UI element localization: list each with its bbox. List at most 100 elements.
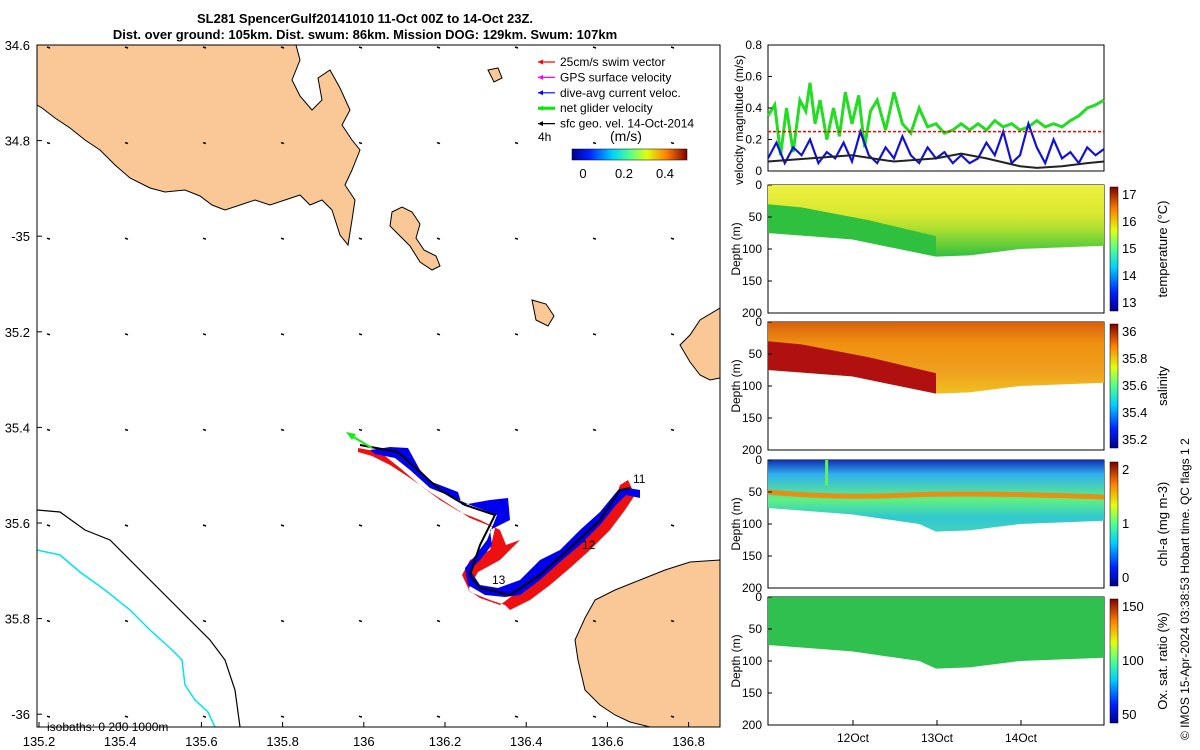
legend-label: sfc geo. vel. 14-Oct-2014 [560, 117, 694, 131]
colorbar-tick-label: 17 [1122, 187, 1136, 202]
legend-label: dive-avg current veloc. [560, 86, 681, 100]
sfc-vel-arrow [592, 237, 597, 240]
sfc-vel-arrow [514, 333, 519, 336]
section-colorbar [1109, 323, 1119, 449]
sfc-vel-arrow [280, 428, 285, 432]
land-yorke-peninsula [37, 45, 361, 247]
sfc-vel-arrow [592, 715, 597, 718]
isobath-200 [37, 509, 241, 727]
colorbar-label: salinity [1155, 366, 1170, 406]
sfc-vel-arrow [202, 46, 207, 49]
sfc-vel-arrow [358, 715, 363, 718]
sfc-vel-arrow [280, 715, 285, 718]
sfc-vel-arrow [124, 141, 129, 145]
sfc-vel-arrow [670, 524, 675, 527]
depth-tick-label: 150 [742, 274, 762, 288]
colorbar-tick-label: 36 [1122, 324, 1136, 339]
sfc-vel-arrow [358, 141, 363, 145]
lon-tick-label: 136.8 [672, 734, 705, 749]
sfc-vel-arrow [358, 46, 363, 49]
sfc-vel-arrow [124, 237, 129, 240]
lon-tick-label: 135.4 [104, 734, 137, 749]
sfc-vel-arrow [670, 428, 675, 432]
lat-tick-label: 34.8 [5, 134, 30, 149]
legend-arrowhead [538, 74, 543, 80]
depth-tick-label: 100 [742, 517, 762, 531]
map-y-axis: 34.6 34.8 -35 35.2 35.4 35.6 35.8 -36 [5, 38, 42, 722]
isobath-0 [37, 549, 216, 727]
section-panel-3: 0 50 100 150 200 Depth (m) 0 1 2 chl-a (mg m-3) [729, 453, 1170, 595]
chl-max-layer [767, 489, 1105, 500]
isobaths-label: isobaths: 0 200 1000m [47, 720, 168, 734]
colorbar-tick: 0.4 [656, 166, 674, 181]
colorbar-label: temperature (°C) [1155, 201, 1170, 298]
velocity-panel: 0 0.2 0.4 0.6 0.8 velocity magnitude (m/s) [732, 38, 1105, 185]
chl-spike [825, 460, 829, 486]
sfc-vel-arrow [46, 46, 51, 49]
colorbar-tick-label: 15 [1122, 241, 1136, 256]
colorbar-tick-label: 100 [1122, 653, 1144, 668]
time-x-axis: 12Oct 13Oct 14Oct [837, 720, 1038, 745]
lat-tick-label: 35.4 [5, 420, 30, 435]
depth-tick-label: 0 [755, 178, 762, 192]
sfc-vel-arrow [514, 237, 519, 240]
velocity-series [766, 82, 1105, 169]
time-tick-label: 13Oct [921, 731, 954, 745]
depth-tick-label: 200 [742, 718, 762, 732]
lat-tick-label: 35.8 [5, 612, 30, 627]
colorbar-tick-label: 0 [1122, 570, 1129, 585]
sfc-vel-arrow [670, 141, 675, 145]
lon-tick-label: 135.2 [23, 734, 56, 749]
legend-note: 4h [538, 130, 551, 144]
depth-tick-label: 150 [742, 549, 762, 563]
legend-label: GPS surface velocity [560, 70, 671, 84]
depth-tick-label: 150 [742, 686, 762, 700]
colorbar-tick-label: 35.8 [1122, 351, 1147, 366]
sfc-vel-arrow [202, 619, 207, 623]
lon-tick-label: 136 [353, 734, 375, 749]
velocity-tick-label: 0.4 [745, 101, 762, 115]
depth-tick-label: 0 [755, 453, 762, 467]
velocity-series-sfc-geo-vel- [767, 152, 1105, 169]
legend-label: net glider velocity [560, 101, 653, 115]
colorbar-tick: 0.2 [615, 166, 633, 181]
lon-tick-label: 135.8 [266, 734, 299, 749]
legend-arrowhead [538, 105, 543, 111]
track-label-12: 12 [582, 538, 596, 552]
velocity-plot-frame [767, 44, 1105, 172]
lat-tick-label: -35 [11, 229, 30, 244]
colorbar-tick-label: 50 [1122, 707, 1136, 722]
sfc-vel-arrow [514, 46, 519, 49]
sfc-vel-arrow [280, 141, 285, 145]
sfc-vel-arrow [592, 619, 597, 623]
velocity-y-label: velocity magnitude (m/s) [732, 55, 746, 185]
track-black-path [359, 444, 631, 597]
depth-tick-label: 200 [742, 306, 762, 320]
sfc-vel-arrow [436, 237, 441, 240]
sfc-vel-arrow [280, 237, 285, 240]
net-velocity-arrowhead [346, 432, 356, 440]
colorbar-tick-label: 2 [1122, 462, 1129, 477]
colorbar-tick-label: 35.4 [1122, 405, 1147, 420]
colorbar-label: Ox. sat. ratio (%) [1155, 612, 1170, 710]
sfc-vel-arrow [436, 428, 441, 432]
sfc-vel-arrow [124, 715, 129, 718]
surface-velocity-field [46, 46, 675, 718]
sfc-vel-arrow [436, 333, 441, 336]
sfc-vel-arrow [358, 619, 363, 623]
sfc-vel-arrow [592, 524, 597, 527]
sfc-vel-arrow [124, 524, 129, 527]
depth-tick-label: 100 [742, 654, 762, 668]
time-tick-label: 12Oct [837, 731, 870, 745]
sfc-vel-arrow [514, 619, 519, 623]
sfc-vel-arrow [592, 46, 597, 49]
lat-tick-label: 35.6 [5, 516, 30, 531]
section-colorbar [1109, 461, 1119, 587]
velocity-tick-label: 0.2 [745, 133, 762, 147]
sfc-vel-arrow [592, 333, 597, 336]
colorbar-unit: (m/s) [610, 128, 642, 144]
sfc-vel-arrow [202, 141, 207, 145]
colorbar-label: chl-a (mg m-3) [1155, 482, 1170, 567]
